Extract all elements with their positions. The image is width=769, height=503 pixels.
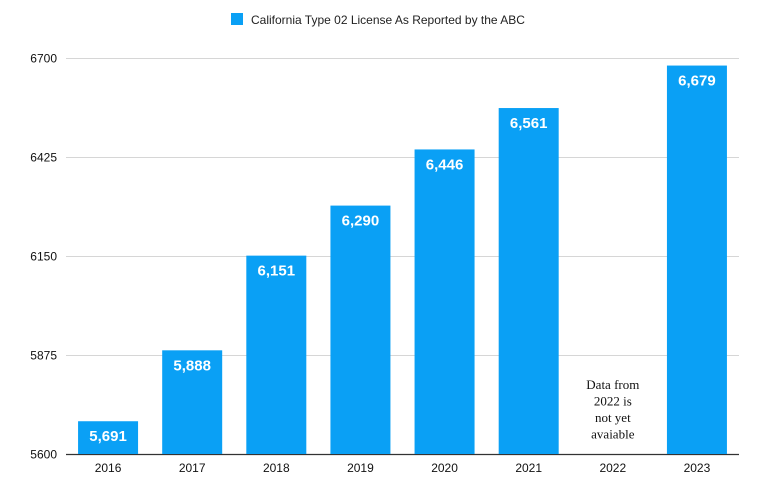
x-tick-label: 2022 — [599, 461, 626, 475]
x-axis-ticks: 2016 2017 2018 2019 2020 2021 2022 2023 — [95, 461, 711, 475]
bar — [246, 255, 307, 454]
annotation-line: not yet — [595, 410, 631, 425]
x-tick-label: 2016 — [95, 461, 122, 475]
annotation-line: 2022 is — [594, 394, 632, 409]
bar — [498, 108, 559, 454]
y-tick-label: 6150 — [30, 250, 57, 264]
bar-data-label: 6,446 — [426, 156, 464, 173]
bar-data-label: 5,691 — [89, 428, 127, 445]
x-tick-label: 2023 — [684, 461, 711, 475]
x-tick-label: 2019 — [347, 461, 374, 475]
annotation-line: avaiable — [591, 427, 635, 442]
legend: California Type 02 License As Reported b… — [231, 13, 525, 27]
legend-swatch — [231, 13, 243, 25]
legend-label: California Type 02 License As Reported b… — [251, 13, 525, 27]
bar-data-label: 6,679 — [678, 73, 716, 90]
bar-data-label: 6,561 — [510, 115, 548, 132]
y-tick-label: 5875 — [30, 349, 57, 363]
x-tick-label: 2017 — [179, 461, 206, 475]
bar — [666, 65, 727, 454]
bar-data-label: 5,888 — [173, 357, 211, 374]
annotation-line: Data from — [586, 377, 639, 392]
x-tick-label: 2021 — [515, 461, 542, 475]
x-tick-label: 2018 — [263, 461, 290, 475]
bars: 5,691 5,888 6,151 6,290 6,446 6,561 6,679 — [78, 65, 727, 454]
bar — [162, 350, 223, 454]
bar-data-label: 6,151 — [258, 263, 296, 280]
y-tick-label: 5600 — [30, 448, 57, 462]
y-axis-ticks: 5600 5875 6150 6425 6700 — [30, 52, 57, 462]
bar — [330, 205, 391, 454]
bar-data-label: 6,290 — [342, 213, 380, 230]
bar — [78, 421, 139, 454]
y-tick-label: 6700 — [30, 52, 57, 66]
x-tick-label: 2020 — [431, 461, 458, 475]
y-tick-label: 6425 — [30, 151, 57, 165]
bar — [414, 149, 475, 454]
